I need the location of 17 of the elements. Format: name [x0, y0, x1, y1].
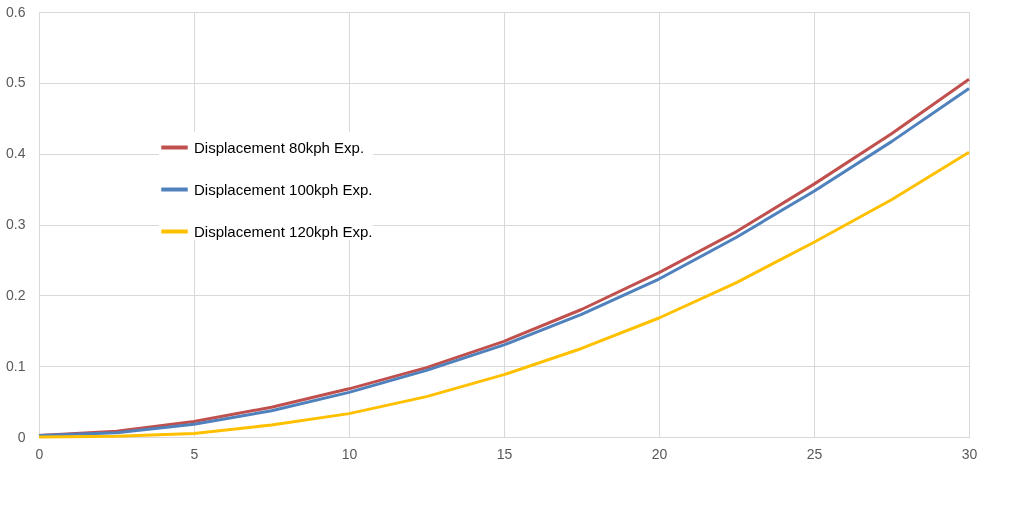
x-tick-label: 0	[35, 445, 44, 462]
y-tick-label: 0	[17, 428, 26, 445]
y-tick-label: 0.3	[6, 216, 26, 232]
y-tick-label: 0.5	[6, 74, 26, 91]
y-tick-label: 0.6	[6, 3, 26, 20]
x-tick-label: 25	[806, 445, 823, 462]
y-tick-label: 0.4	[6, 145, 26, 162]
y-tick-label: 0.2	[6, 286, 26, 303]
legend-label: Displacement 80kph Exp.	[194, 138, 365, 156]
legend-label: Displacement 120kph Exp.	[194, 222, 373, 240]
x-tick-label: 5	[190, 445, 199, 462]
x-tick-label: 30	[961, 445, 978, 462]
y-tick-label: 0.1	[6, 357, 26, 374]
x-tick-label: 20	[651, 445, 668, 462]
x-tick-label: 10	[341, 445, 358, 462]
legend-label: Displacement 100kph Exp.	[194, 180, 373, 198]
x-tick-label: 15	[496, 445, 513, 462]
